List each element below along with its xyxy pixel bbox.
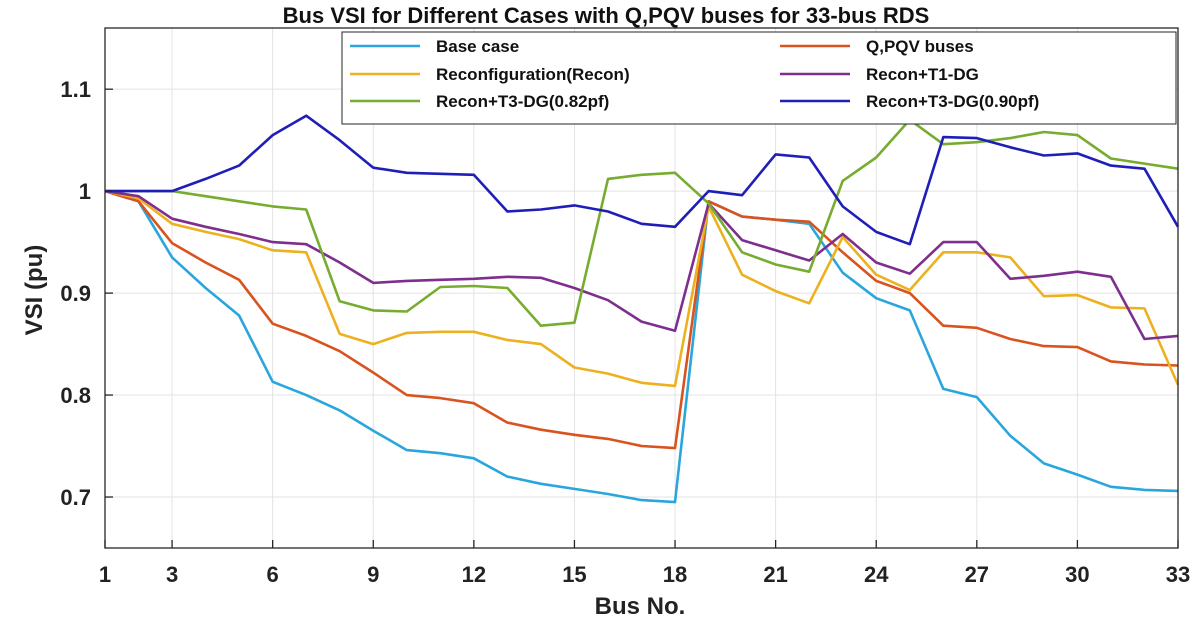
- x-axis-ticks: 1 3 6 9 12 15 18 21 24 27 30 33: [99, 540, 1190, 587]
- series-line-2: [104, 189, 1179, 450]
- y-tick-label: 1.1: [60, 77, 91, 102]
- series-line-5: [105, 118, 1179, 328]
- legend-label: Recon+T3-DG(0.90pf): [866, 92, 1039, 111]
- y-tick-label: 0.7: [60, 485, 91, 510]
- legend: Base case Q,PQV buses Reconfiguration(Reco…: [341, 31, 1177, 125]
- x-tick-label: 15: [562, 562, 586, 587]
- legend-label: Recon+T3-DG(0.82pf): [436, 92, 609, 111]
- legend-label: Q,PQV buses: [866, 37, 974, 56]
- legend-box: [341, 31, 1177, 125]
- series-line-6: [105, 114, 1180, 246]
- x-tick-label: 24: [864, 562, 889, 587]
- x-tick-label: 9: [367, 562, 379, 587]
- x-tick-label: 12: [462, 562, 486, 587]
- x-tick-label: 18: [663, 562, 687, 587]
- y-tick-label: 0.9: [60, 281, 91, 306]
- legend-label: Reconfiguration(Recon): [436, 65, 630, 84]
- y-tick-label: 1: [79, 179, 91, 204]
- x-tick-label: 33: [1166, 562, 1190, 587]
- plot-frame: [104, 27, 1179, 549]
- x-tick-label: 30: [1065, 562, 1089, 587]
- x-tick-label: 21: [763, 562, 787, 587]
- x-axis-label: Bus No.: [595, 593, 686, 619]
- x-tick-label: 6: [267, 562, 279, 587]
- legend-label: Base case: [436, 37, 519, 56]
- series-lines: [104, 114, 1180, 504]
- legend-label: Recon+T1-DG: [866, 65, 979, 84]
- series-line-4: [104, 189, 1179, 341]
- x-tick-label: 3: [166, 562, 178, 587]
- x-tick-label: 1: [99, 562, 111, 587]
- x-tick-label: 27: [965, 562, 989, 587]
- y-tick-label: 0.8: [60, 383, 91, 408]
- chart-title: Bus VSI for Different Cases with Q,PQV b…: [283, 3, 930, 28]
- y-axis-label: VSI (pu): [21, 245, 48, 336]
- series-line-1: [104, 189, 1179, 504]
- y-axis-ticks: 0.7 0.8 0.9 1 1.1: [60, 77, 113, 510]
- series-line-3: [104, 189, 1180, 388]
